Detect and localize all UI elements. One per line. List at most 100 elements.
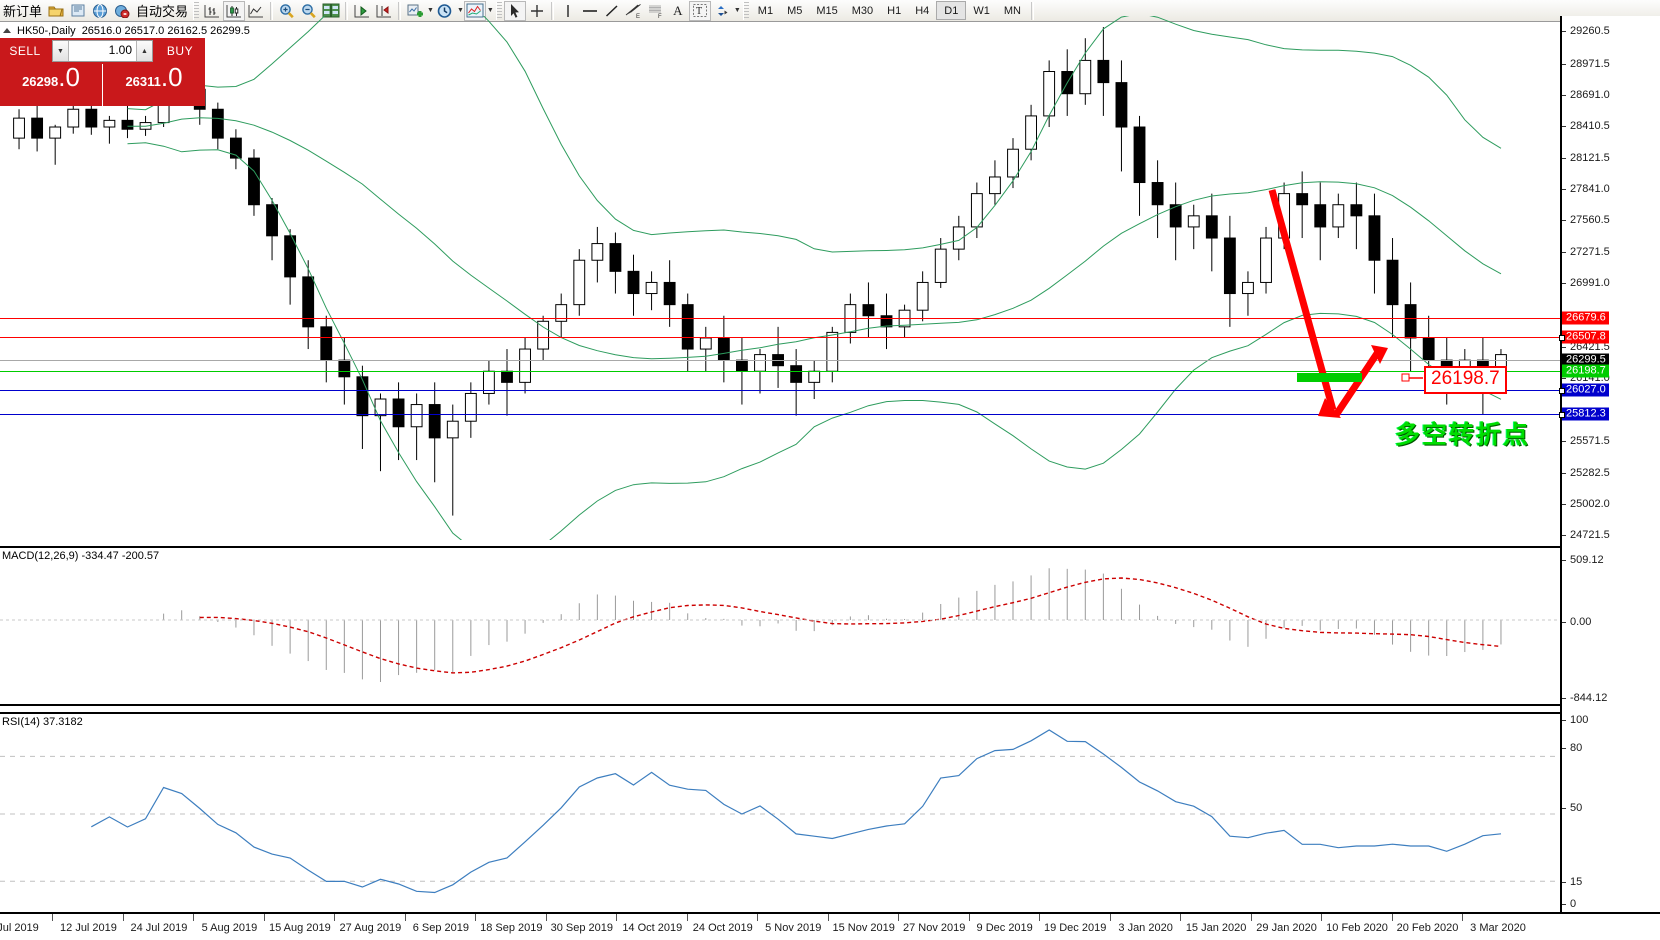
cursor-icon[interactable] <box>503 0 526 21</box>
period-clock-icon[interactable] <box>434 1 456 21</box>
level-line-handle[interactable] <box>1559 335 1565 342</box>
sell-price[interactable]: 26298.0 <box>0 64 102 106</box>
price-level-line[interactable] <box>0 388 1565 395</box>
chevron-down-icon[interactable]: ▼ <box>486 7 494 14</box>
buy-button[interactable]: BUY <box>155 38 205 64</box>
volume-decrease-button[interactable]: ▼ <box>53 41 69 61</box>
price-divider <box>102 64 103 106</box>
macd-pane[interactable]: MACD(12,26,9) -334.47 -200.57 <box>0 546 1560 706</box>
price-level-line[interactable] <box>0 360 1560 362</box>
timeframe-m5[interactable]: M5 <box>787 4 803 17</box>
zoom-in-icon[interactable] <box>276 1 298 21</box>
candlestick-chart-icon[interactable] <box>223 0 246 21</box>
timeframe-h1[interactable]: H1 <box>887 4 902 17</box>
auto-trading-button[interactable]: 自动交易 <box>136 4 189 19</box>
level-line-handle[interactable] <box>1559 412 1565 419</box>
price-level-badge[interactable]: 26027.0 <box>1562 383 1609 397</box>
add-indicator-icon[interactable] <box>404 1 426 21</box>
tile-windows-icon[interactable] <box>320 1 342 21</box>
price-level-line[interactable] <box>0 318 1560 319</box>
globe-icon[interactable] <box>89 1 111 21</box>
trendline-icon[interactable] <box>601 1 623 21</box>
price-level-badge[interactable]: 25812.3 <box>1562 407 1609 421</box>
toolbar-grip[interactable] <box>742 1 749 20</box>
price-level-badge[interactable]: 26679.6 <box>1562 311 1609 325</box>
crosshair-icon[interactable] <box>526 1 548 21</box>
macd-canvas[interactable] <box>0 548 1560 704</box>
price-annotation-label[interactable]: 26198.7 <box>1424 366 1507 394</box>
price-scale-axis[interactable]: 29260.5 28971.5 28691.0 28410.5 28121.5 27841… <box>1560 16 1660 912</box>
line-chart-icon[interactable] <box>245 1 267 21</box>
candle-body <box>85 108 98 128</box>
volume-input[interactable]: 1.00 <box>108 43 132 57</box>
timeframe-d1[interactable]: D1 <box>936 1 967 20</box>
one-click-trading-panel[interactable]: SELL ▼ 1.00 ▲ BUY 26298.0 26311.0 <box>0 38 205 106</box>
bar-chart-icon[interactable] <box>201 1 223 21</box>
chevron-down-icon[interactable]: ▼ <box>427 7 434 14</box>
candle-body <box>1368 215 1381 261</box>
candle-body <box>1097 59 1110 84</box>
timeframe-w1[interactable]: W1 <box>973 4 990 17</box>
time-tick-label: 3 Mar 2020 <box>1470 922 1526 934</box>
price-level-badge[interactable]: 26198.7 <box>1562 364 1609 378</box>
candle-body <box>49 126 62 139</box>
expand-triangle-icon[interactable] <box>3 28 11 33</box>
buy-price[interactable]: 26311.0 <box>103 64 205 106</box>
timeframe-m1[interactable]: M1 <box>757 4 774 17</box>
new-order-button[interactable]: 新订单 <box>3 4 43 19</box>
candle-body <box>681 304 694 350</box>
timeframe-h4[interactable]: H4 <box>915 4 930 17</box>
text-box-icon[interactable]: T <box>688 0 711 21</box>
rsi-canvas[interactable] <box>0 714 1560 912</box>
chart-shift-icon[interactable] <box>373 1 395 21</box>
time-tick-mark <box>757 914 759 921</box>
candle-body <box>1187 215 1200 228</box>
news-icon[interactable] <box>67 1 89 21</box>
price-level-line[interactable] <box>0 335 1565 342</box>
chart-title-bar: HK50-,Daily 26516.0 26517.0 26162.5 2629… <box>0 23 1560 38</box>
zoom-out-icon[interactable] <box>298 1 320 21</box>
price-level-badge[interactable]: 26299.5 <box>1562 353 1609 367</box>
macd-signal-line <box>199 577 1502 674</box>
toolbar-grip[interactable] <box>495 1 502 20</box>
time-tick-label: 10 Feb 2020 <box>1326 922 1388 934</box>
expert-advisor-icon[interactable] <box>111 1 133 21</box>
time-tick-mark <box>404 914 406 921</box>
level-line-handle[interactable] <box>1559 388 1565 395</box>
text-label-icon[interactable]: A <box>673 2 683 18</box>
horizontal-line-icon[interactable] <box>579 1 601 21</box>
shapes-icon[interactable] <box>711 1 733 21</box>
toolbar-grip[interactable] <box>193 1 200 20</box>
sell-button[interactable]: SELL <box>0 38 50 64</box>
time-tick-mark <box>1039 914 1041 921</box>
time-tick-label: 30 Sep 2019 <box>550 922 613 934</box>
volume-stepper[interactable]: ▼ 1.00 ▲ <box>52 40 153 62</box>
price-level-line[interactable] <box>0 371 1560 373</box>
rsi-pane[interactable]: RSI(14) 37.3182 <box>0 712 1560 912</box>
folder-icon[interactable] <box>45 1 67 21</box>
time-scale-axis[interactable]: Jul 2019 12 Jul 2019 24 Jul 2019 5 Aug 2019… <box>0 912 1660 940</box>
candle-body <box>446 420 459 439</box>
candle-body <box>1205 215 1218 239</box>
time-tick-mark <box>827 914 829 921</box>
timeframe-mn[interactable]: MN <box>1003 4 1021 17</box>
timeframe-m15[interactable]: M15 <box>816 4 838 17</box>
price-level-badge[interactable]: 26507.8 <box>1562 330 1609 344</box>
chevron-down-icon[interactable]: ▼ <box>456 7 464 14</box>
volume-increase-button[interactable]: ▲ <box>136 41 152 61</box>
candle-body <box>320 326 333 361</box>
chevron-down-icon[interactable]: ▼ <box>733 7 741 14</box>
vertical-line-icon[interactable] <box>557 1 579 21</box>
candle-body <box>1151 182 1164 206</box>
timeframe-m30[interactable]: M30 <box>851 4 874 17</box>
candle-body <box>862 304 875 317</box>
turning-point-note: 多空转折点 <box>1395 420 1531 449</box>
channel-icon[interactable]: F <box>645 1 667 21</box>
fibonacci-icon[interactable]: E <box>623 1 645 21</box>
candle-body <box>790 365 803 383</box>
templates-icon[interactable] <box>463 0 486 21</box>
candle-body <box>284 235 297 278</box>
auto-scroll-icon[interactable] <box>351 1 373 21</box>
candle-body <box>338 359 351 378</box>
price-level-line[interactable] <box>0 412 1565 419</box>
